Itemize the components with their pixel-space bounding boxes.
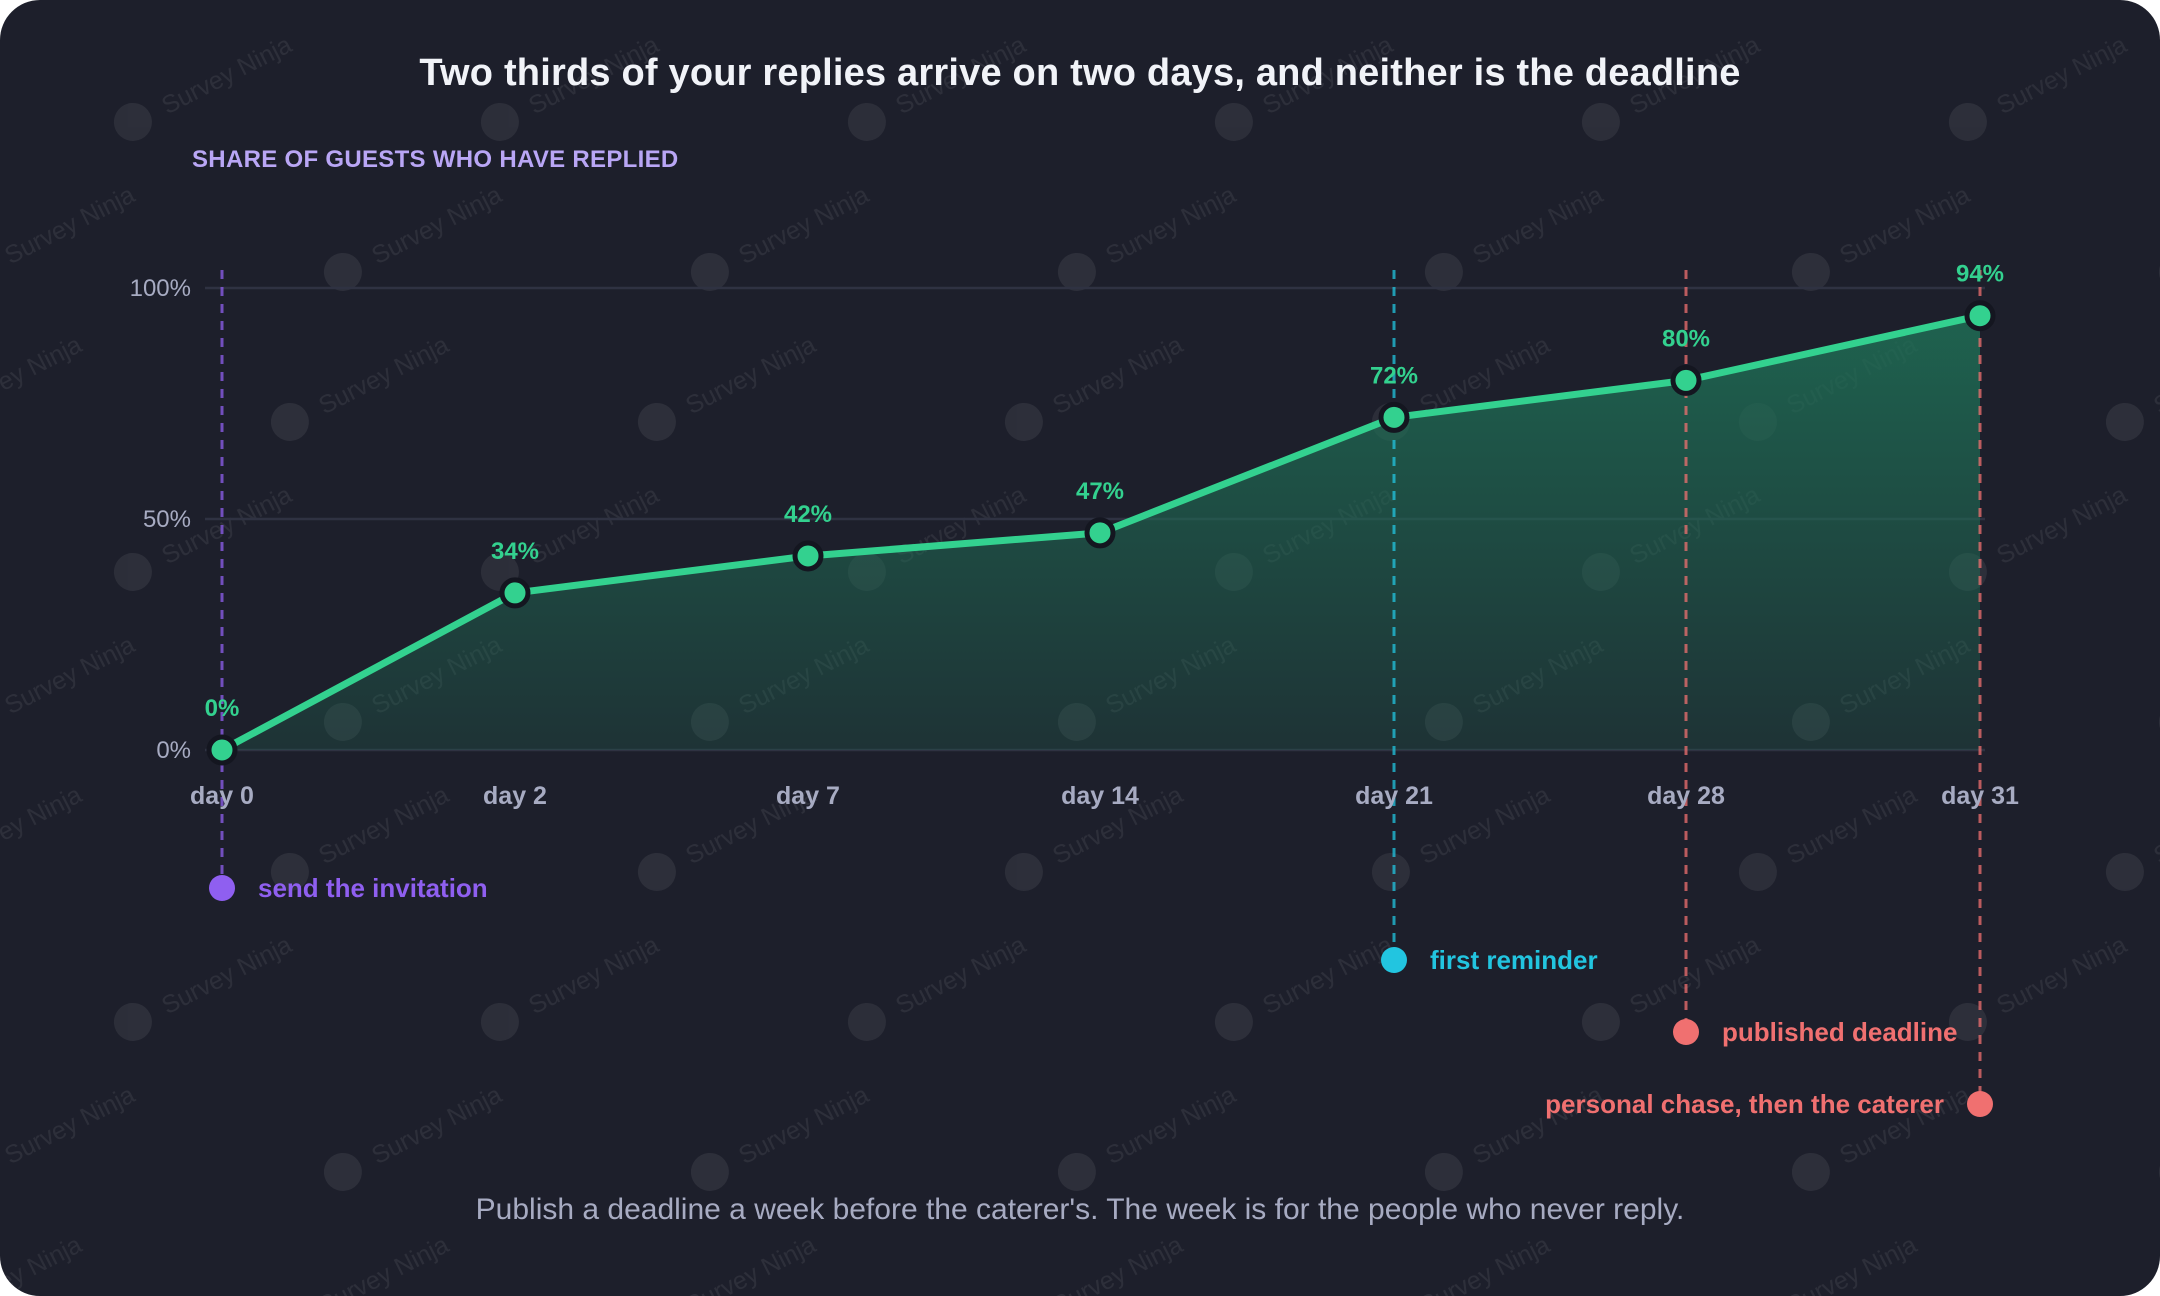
watermark-logo-icon	[690, 1152, 729, 1191]
watermark-logo-icon	[847, 102, 886, 141]
y-tick-label: 0%	[156, 737, 191, 764]
data-label: 0%	[205, 695, 240, 722]
watermark-logo-icon	[1057, 252, 1096, 291]
watermark-logo-icon	[1214, 102, 1253, 141]
x-tick-label: day 31	[1941, 782, 2019, 810]
watermark-logo-icon	[847, 1002, 886, 1041]
watermark-logo-icon	[1948, 102, 1987, 141]
watermark-logo-icon	[1057, 1152, 1096, 1191]
y-tick-label: 100%	[130, 275, 191, 302]
data-label: 80%	[1662, 325, 1710, 352]
watermark-logo-icon	[1581, 1002, 1620, 1041]
watermark-logo-icon	[323, 1152, 362, 1191]
watermark-logo-icon	[1948, 1002, 1987, 1041]
footnote: Publish a deadline a week before the cat…	[475, 1193, 1685, 1226]
watermark-logo-icon	[113, 1002, 152, 1041]
annotation-label: send the invitation	[258, 873, 488, 903]
chart-title: Two thirds of your replies arrive on two…	[419, 52, 1741, 94]
watermark-logo-icon	[480, 102, 519, 141]
data-point	[1964, 300, 1996, 332]
x-tick-label: day 7	[776, 782, 840, 810]
data-point	[1084, 517, 1116, 549]
watermark-logo-icon	[637, 402, 676, 441]
watermark-logo-icon	[637, 852, 676, 891]
annotation-label: personal chase, then the caterer	[1545, 1089, 1944, 1119]
x-tick-label: day 2	[483, 782, 547, 810]
annotation-label: first reminder	[1430, 945, 1598, 975]
annotation-marker	[1967, 1091, 1993, 1117]
y-axis-title: SHARE OF GUESTS WHO HAVE REPLIED	[192, 146, 679, 173]
data-label: 42%	[784, 501, 832, 528]
watermark-logo-icon	[1424, 252, 1463, 291]
watermark-logo-icon	[1004, 852, 1043, 891]
data-point	[792, 540, 824, 572]
data-label: 94%	[1956, 261, 2004, 288]
data-point	[1670, 364, 1702, 396]
watermark-logo-icon	[1371, 852, 1410, 891]
annotation-label: published deadline	[1722, 1017, 1957, 1047]
watermark-logo-icon	[1738, 852, 1777, 891]
watermark-logo-icon	[1424, 1152, 1463, 1191]
watermark-logo-icon	[1214, 1002, 1253, 1041]
watermark-logo-icon	[323, 252, 362, 291]
data-label: 47%	[1076, 478, 1124, 505]
annotation-marker	[1381, 947, 1407, 973]
watermark-logo-icon	[1581, 102, 1620, 141]
annotation-marker	[1673, 1019, 1699, 1045]
watermark-logo-icon	[480, 1002, 519, 1041]
watermark-logo-icon	[690, 252, 729, 291]
x-tick-label: day 21	[1355, 782, 1433, 810]
x-tick-label: day 28	[1647, 782, 1725, 810]
data-label: 34%	[491, 538, 539, 565]
watermark-logo-icon	[270, 852, 309, 891]
data-point	[206, 734, 238, 766]
watermark-logo-icon	[270, 402, 309, 441]
watermark-logo-icon	[2105, 402, 2144, 441]
watermark-logo-icon	[1791, 1152, 1830, 1191]
data-point	[1378, 401, 1410, 433]
watermark-logo-icon	[2105, 852, 2144, 891]
annotation-marker	[209, 875, 235, 901]
watermark-logo-icon	[1791, 252, 1830, 291]
x-tick-label: day 14	[1061, 782, 1139, 810]
x-tick-label: day 0	[190, 782, 254, 810]
watermark-logo-icon	[113, 102, 152, 141]
watermark-logo-icon	[113, 552, 152, 591]
y-tick-label: 50%	[143, 506, 191, 533]
data-point	[499, 577, 531, 609]
watermark-logo-icon	[1004, 402, 1043, 441]
data-label: 72%	[1370, 362, 1418, 389]
